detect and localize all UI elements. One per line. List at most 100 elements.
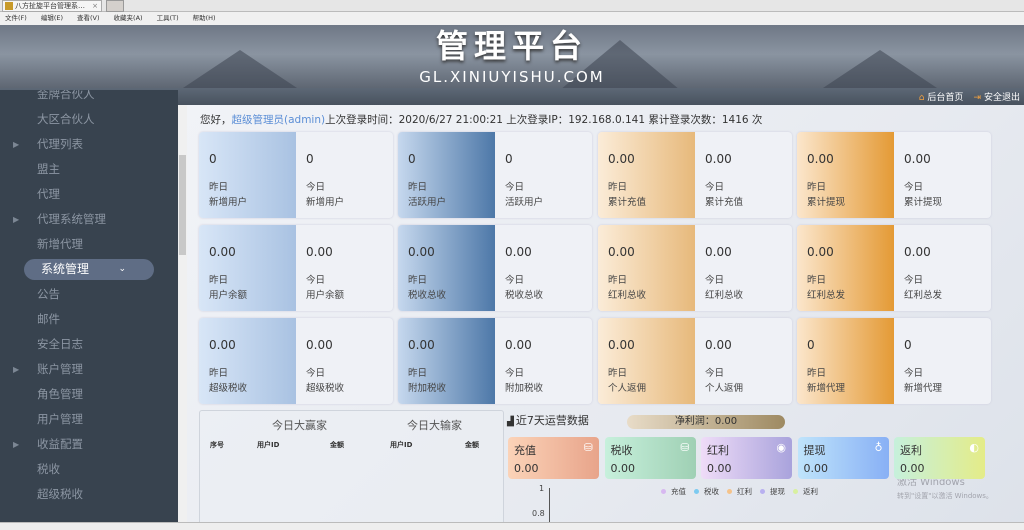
legend-label: 税收 bbox=[704, 487, 719, 496]
menu-item[interactable]: 帮助(H) bbox=[192, 14, 216, 22]
sidebar-item[interactable]: 代理 bbox=[0, 182, 178, 207]
legend-item[interactable]: 充值 bbox=[661, 486, 686, 497]
sidebar-item[interactable]: 安全日志 bbox=[0, 332, 178, 357]
day-label: 昨日 bbox=[608, 368, 628, 379]
sidebar-item-label: 金牌合伙人 bbox=[37, 90, 95, 101]
metric-name: 累计提现 bbox=[904, 197, 943, 208]
menu-item[interactable]: 查看(V) bbox=[77, 14, 100, 22]
ops-stat-card: 返利 0.00 ◐ bbox=[894, 437, 985, 479]
stat-label: 昨日 附加税收 bbox=[408, 366, 495, 396]
sidebar-item[interactable]: 系统管理 ⌄ bbox=[24, 259, 154, 280]
sidebar-item-label: 代理系统管理 bbox=[37, 212, 106, 226]
legend-item[interactable]: 返利 bbox=[793, 486, 818, 497]
stat-card: 0.00 昨日 累计充值 0.00 今日 累计充值 bbox=[598, 132, 792, 218]
stat-label: 今日 累计充值 bbox=[705, 180, 792, 210]
stat-value: 0 bbox=[209, 152, 217, 166]
metric-name: 红利总收 bbox=[608, 290, 647, 301]
sidebar-item[interactable]: 盟主 bbox=[0, 157, 178, 182]
stat-label: 昨日 红利总发 bbox=[807, 273, 894, 303]
legend-item[interactable]: 提现 bbox=[760, 486, 785, 497]
ops-stat-value: 0.00 bbox=[514, 462, 539, 475]
legend-dot-icon bbox=[661, 489, 666, 494]
sidebar-item[interactable]: 税收 bbox=[0, 457, 178, 482]
stat-label: 昨日 税收总收 bbox=[408, 273, 495, 303]
sidebar-item-label: 代理 bbox=[37, 187, 60, 201]
sidebar-item[interactable]: ▶ 代理系统管理 bbox=[0, 207, 178, 232]
metric-name: 累计提现 bbox=[807, 197, 846, 208]
sidebar-item[interactable]: ▶ 收益配置 bbox=[0, 432, 178, 457]
legend-label: 提现 bbox=[770, 487, 785, 496]
chart-legend: 充值 税收 红利 提现 返利 bbox=[661, 486, 818, 497]
sidebar-item-label: 盟主 bbox=[37, 162, 60, 176]
ops-stat-icon: ⛁ bbox=[680, 441, 690, 454]
yesterday-stat: 0.00 昨日 红利总收 bbox=[598, 225, 695, 311]
home-link[interactable]: ⌂ 后台首页 bbox=[919, 90, 964, 103]
windows-watermark-sub: 转到"设置"以激活 Windows。 bbox=[897, 492, 993, 500]
browser-titlebar: 八方扯旋平台管理系统 ... × bbox=[0, 0, 1024, 12]
logout-link[interactable]: ⇥ 安全退出 bbox=[973, 90, 1020, 103]
sidebar-item[interactable]: 大区合伙人 bbox=[0, 107, 178, 132]
stat-value: 0.00 bbox=[408, 338, 435, 352]
day-label: 今日 bbox=[705, 275, 725, 286]
logout-label: 安全退出 bbox=[983, 93, 1020, 103]
ranking-panel: 今日大赢家 今日大输家 序号 用户ID 金额 用户ID 金额 bbox=[199, 410, 504, 525]
metric-name: 新增代理 bbox=[807, 383, 846, 394]
metric-name: 红利总发 bbox=[807, 290, 846, 301]
ops-stat-icon: ◐ bbox=[969, 441, 979, 454]
new-tab-button[interactable] bbox=[106, 0, 124, 12]
sidebar-item-label: 税收 bbox=[37, 462, 60, 476]
menu-item[interactable]: 编辑(E) bbox=[40, 14, 63, 22]
sidebar-item-label: 角色管理 bbox=[37, 387, 83, 401]
sidebar-item[interactable]: 新增代理 bbox=[0, 232, 178, 257]
stat-label: 昨日 红利总收 bbox=[608, 273, 695, 303]
menu-item[interactable]: 收藏夹(A) bbox=[113, 14, 143, 22]
sidebar-scrollbar[interactable] bbox=[178, 105, 187, 522]
metric-name: 累计充值 bbox=[705, 197, 744, 208]
ops-stat-icon: ♁ bbox=[874, 441, 883, 454]
sidebar-item[interactable]: 金牌合伙人 bbox=[0, 90, 178, 107]
day-label: 今日 bbox=[306, 182, 326, 193]
day-label: 今日 bbox=[904, 275, 924, 286]
day-label: 昨日 bbox=[408, 368, 428, 379]
ops-stat-name: 提现 bbox=[803, 444, 826, 457]
close-tab-icon[interactable]: × bbox=[92, 2, 98, 10]
metric-name: 新增代理 bbox=[904, 383, 943, 394]
username-link[interactable]: 超级管理员(admin) bbox=[231, 114, 326, 126]
stat-value: 0.00 bbox=[807, 152, 834, 166]
yesterday-stat: 0.00 昨日 个人返佣 bbox=[598, 318, 695, 404]
yesterday-stat: 0.00 昨日 附加税收 bbox=[398, 318, 495, 404]
sidebar-item[interactable]: 角色管理 bbox=[0, 382, 178, 407]
ops-stat-card: 税收 0.00 ⛁ bbox=[604, 437, 696, 479]
net-profit-badge: 净利润：0.00 bbox=[627, 415, 785, 429]
today-stat: 0.00 今日 红利总发 bbox=[894, 225, 991, 311]
sidebar-item[interactable]: ▶ 账户管理 bbox=[0, 357, 178, 382]
day-label: 昨日 bbox=[608, 182, 628, 193]
ops-stat-name: 返利 bbox=[900, 444, 922, 457]
browser-menubar: 文件(F) 编辑(E) 查看(V) 收藏夹(A) 工具(T) 帮助(H) bbox=[0, 12, 1024, 25]
ops-title: ▟ 近7天运营数据 bbox=[507, 414, 589, 429]
sidebar-item-label: 大区合伙人 bbox=[37, 112, 95, 126]
scrollbar-thumb[interactable] bbox=[179, 155, 186, 255]
windows-watermark: 激活 Windows bbox=[897, 477, 965, 488]
browser-tab[interactable]: 八方扯旋平台管理系统 ... × bbox=[2, 0, 102, 12]
expand-arrow-icon: ▶ bbox=[13, 365, 20, 374]
sidebar-item[interactable]: 超级税收 bbox=[0, 482, 178, 507]
stat-label: 今日 税收总收 bbox=[505, 273, 592, 303]
stat-label: 今日 超级税收 bbox=[306, 366, 393, 396]
menu-item[interactable]: 工具(T) bbox=[156, 14, 179, 22]
stat-label: 今日 红利总收 bbox=[705, 273, 792, 303]
stat-value: 0 bbox=[505, 152, 513, 166]
day-label: 今日 bbox=[904, 182, 924, 193]
sidebar-item[interactable]: 公告 bbox=[0, 282, 178, 307]
sidebar-item-label: 系统管理 bbox=[41, 262, 90, 276]
ops-stat-value: 0.00 bbox=[900, 462, 925, 475]
legend-item[interactable]: 税收 bbox=[694, 486, 719, 497]
sidebar-item[interactable]: 用户管理 bbox=[0, 407, 178, 432]
day-label: 今日 bbox=[904, 368, 924, 379]
login-info: 上次登录时间：2020/6/27 21:00:21 上次登录IP：192.168… bbox=[325, 114, 763, 126]
sidebar-item[interactable]: 邮件 bbox=[0, 307, 178, 332]
stat-label: 今日 附加税收 bbox=[505, 366, 592, 396]
sidebar-item[interactable]: ▶ 代理列表 bbox=[0, 132, 178, 157]
menu-item[interactable]: 文件(F) bbox=[5, 14, 27, 22]
legend-item[interactable]: 红利 bbox=[727, 486, 752, 497]
